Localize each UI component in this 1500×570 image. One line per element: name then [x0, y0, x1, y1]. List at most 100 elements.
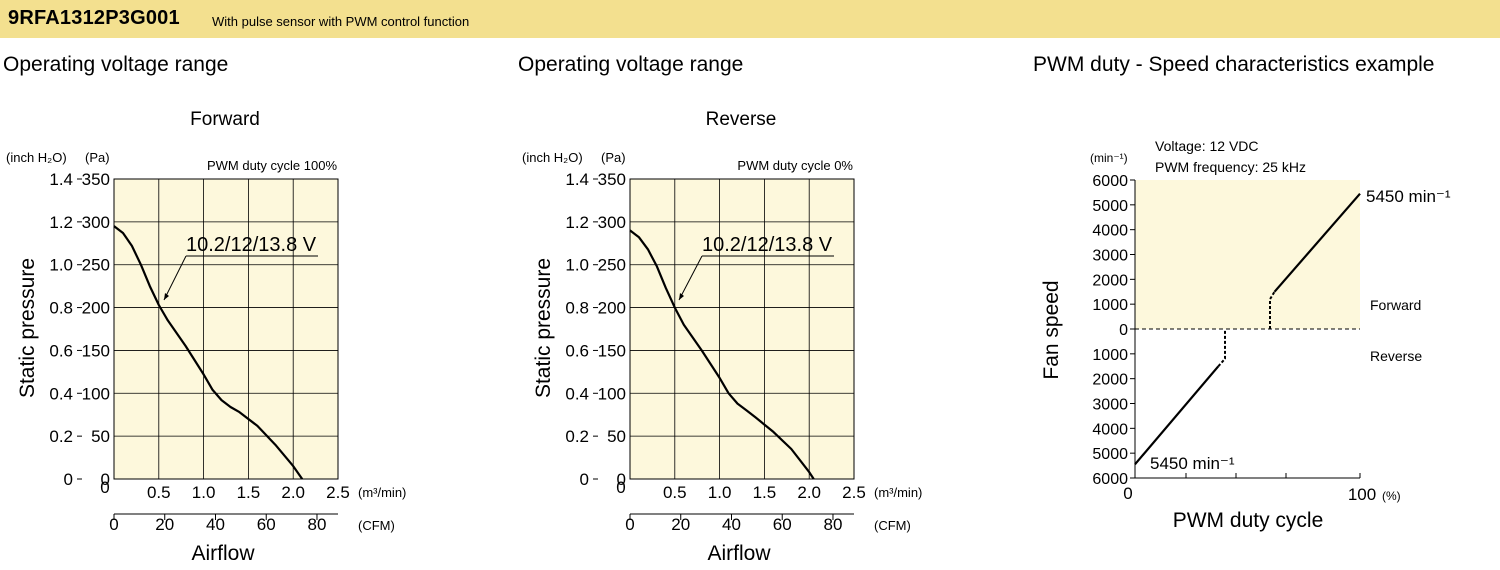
curve-label-arrowhead [679, 293, 684, 300]
x-tick-label-cfm: 60 [773, 515, 792, 534]
header-bar: 9RFA1312P3G001 With pulse sensor with PW… [0, 0, 1500, 38]
y-tick-label-pa: 100 [82, 384, 110, 403]
y-tick-label-pa: 300 [598, 213, 626, 232]
x-axis-label: Airflow [191, 542, 255, 565]
y-tick-label-inch: 0.6 [565, 341, 589, 360]
plot-area [629, 178, 855, 480]
x-tick-label-cfm: 60 [257, 515, 276, 534]
x-tick-label-cfm: 0 [625, 515, 634, 534]
y-tick-label-pa: 150 [82, 341, 110, 360]
y-tick-label-pa: 50 [91, 427, 110, 446]
forward-region-label: Forward [1370, 297, 1421, 313]
curve-label-leader [678, 255, 703, 301]
section-title-forward: Operating voltage range [3, 53, 229, 76]
y-tick-label-pa: 250 [82, 256, 110, 275]
x-tick-label-m3: 2.0 [797, 483, 821, 502]
y-tick-label-inch: 0.8 [565, 299, 589, 318]
y-tick-label-inch: 0.4 [565, 384, 589, 403]
y-axis-label: Static pressure [16, 258, 39, 398]
y-tick-label-forward: 2000 [1092, 272, 1128, 289]
x-unit-m3: (m³/min) [874, 485, 922, 500]
curve-label: 10.2/12/13.8 V [186, 234, 317, 256]
y-tick-label-forward: 1000 [1092, 297, 1128, 314]
y-tick-label-pa: 300 [82, 213, 110, 232]
x-tick-label-m3: 1.5 [237, 483, 261, 502]
x-tick-label-cfm: 20 [155, 515, 174, 534]
y-tick-label-reverse: 3000 [1092, 397, 1128, 414]
curve-label-leader [163, 255, 187, 301]
y-tick-label-inch: 0 [580, 470, 589, 489]
y-tick-label-inch: 1.4 [49, 170, 73, 189]
x-tick-label: 100 [1348, 485, 1376, 504]
y-tick-label-inch: 1.0 [49, 256, 73, 275]
x-tick-label-m3: 2.5 [326, 483, 350, 502]
x-tick-label-m3: 2.0 [281, 483, 305, 502]
y-tick-label-pa: 0 [101, 470, 110, 489]
y-tick-label-reverse: 4000 [1092, 421, 1128, 438]
y-axis-label: Static pressure [532, 258, 555, 398]
y-tick-label-pa: 200 [82, 299, 110, 318]
y-tick-label-reverse: 6000 [1092, 471, 1128, 488]
x-axis-label: Airflow [707, 542, 771, 565]
max-speed-label-forward: 5450 min⁻¹ [1366, 187, 1451, 206]
frequency-annotation: PWM frequency: 25 kHz [1155, 159, 1306, 175]
y-tick-label-pa: 50 [607, 427, 626, 446]
y-tick-label-pa: 350 [598, 170, 626, 189]
y-tick-label-forward: 3000 [1092, 248, 1128, 265]
x-tick-label-cfm: 40 [206, 515, 225, 534]
x-tick-label-m3: 0.5 [663, 483, 687, 502]
y-unit-pa: (Pa) [601, 150, 626, 165]
y-tick-label-inch: 0.4 [49, 384, 73, 403]
x-tick-label-m3: 1.0 [708, 483, 732, 502]
plot-area [113, 178, 339, 480]
y-tick-label-forward: 0 [1119, 322, 1128, 339]
speed-line-reverse [1134, 365, 1220, 466]
x-tick-label-cfm: 0 [109, 515, 118, 534]
chart-title: Reverse [706, 109, 777, 130]
y-tick-label-pa: 250 [598, 256, 626, 275]
y-tick-label-reverse: 1000 [1092, 347, 1128, 364]
y-tick-label-forward: 6000 [1092, 173, 1128, 190]
y-tick-label-inch: 0.2 [565, 427, 589, 446]
x-unit: (%) [1382, 489, 1401, 503]
x-tick-label-m3: 0 [616, 478, 625, 497]
y-unit: (min⁻¹) [1090, 151, 1128, 165]
y-tick-label-pa: 200 [598, 299, 626, 318]
x-tick-label-m3: 1.0 [192, 483, 216, 502]
x-unit-cfm: (CFM) [874, 518, 911, 533]
x-tick-label-cfm: 80 [824, 515, 843, 534]
y-tick-label-inch: 1.0 [565, 256, 589, 275]
duty-annotation: PWM duty cycle 0% [737, 158, 853, 173]
section-title-pwm: PWM duty - Speed characteristics example [1033, 53, 1435, 76]
model-number: 9RFA1312P3G001 [8, 7, 180, 29]
y-tick-label-pa: 350 [82, 170, 110, 189]
duty-annotation: PWM duty cycle 100% [207, 158, 337, 173]
x-tick-label-cfm: 20 [671, 515, 690, 534]
x-axis-label: PWM duty cycle [1173, 509, 1324, 532]
x-unit-m3: (m³/min) [358, 485, 406, 500]
model-description: With pulse sensor with PWM control funct… [212, 14, 470, 29]
x-tick-label-m3: 1.5 [753, 483, 777, 502]
y-tick-label-pa: 100 [598, 384, 626, 403]
curve-label-arrowhead [164, 293, 169, 300]
y-tick-label-forward: 4000 [1092, 223, 1128, 240]
pq-curve [629, 229, 815, 480]
y-axis-label: Fan speed [1040, 280, 1063, 379]
x-tick-label-cfm: 80 [308, 515, 327, 534]
y-tick-label-inch: 1.2 [565, 213, 589, 232]
x-tick-label: 0 [1123, 484, 1132, 503]
y-tick-label-reverse: 2000 [1092, 372, 1128, 389]
x-tick-label-m3: 0 [100, 478, 109, 497]
chart-title: Forward [190, 109, 260, 130]
pq-curve [113, 225, 304, 480]
y-unit-inch: (inch H₂O) [522, 150, 583, 165]
x-tick-label-cfm: 40 [722, 515, 741, 534]
curve-label: 10.2/12/13.8 V [702, 234, 833, 256]
speed-line-forward-transition [1269, 291, 1276, 329]
speed-line-forward [1273, 192, 1361, 293]
reverse-region-label: Reverse [1370, 348, 1422, 364]
x-tick-label-m3: 0.5 [147, 483, 171, 502]
